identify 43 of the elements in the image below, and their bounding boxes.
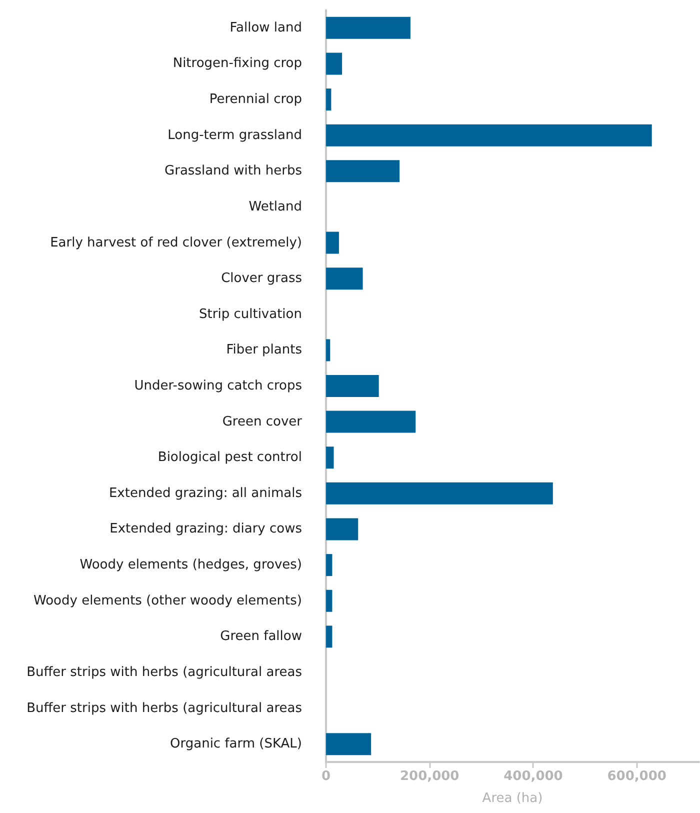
y-tick-label: Strip cultivation: [199, 306, 302, 322]
y-tick-label: Green cover: [222, 414, 303, 430]
y-tick-label: Wetland: [248, 199, 302, 214]
bar: [326, 232, 339, 254]
y-tick-label: Buffer strips with herbs (agricultural areas: [26, 664, 302, 680]
x-tick-label: 0: [321, 769, 331, 784]
bar: [326, 733, 372, 756]
bar: [326, 410, 416, 433]
y-tick-label: Organic farm (SKAL): [170, 736, 302, 752]
y-tick-label: Fallow land: [230, 20, 302, 36]
y-tick-label: Woody elements (other woody elements): [34, 593, 302, 608]
y-tick-label: Early harvest of red clover (extremely): [50, 235, 302, 250]
y-tick-label: Extended grazing: diary cows: [110, 522, 302, 537]
y-tick-label: Long-term grassland: [168, 128, 302, 143]
bar: [326, 88, 332, 111]
y-tick-label: Under-sowing catch crops: [134, 378, 302, 394]
x-tick-label: 200,000: [400, 769, 460, 784]
bar: [326, 375, 379, 397]
bar: [326, 590, 332, 612]
x-axis-title: Area (ha): [482, 791, 543, 806]
bar: [326, 482, 553, 504]
y-tick-label: Perennial crop: [209, 92, 302, 108]
x-tick-label: 600,000: [607, 769, 666, 784]
y-tick-label: Nitrogen-fixing crop: [172, 56, 302, 72]
bar: [326, 124, 652, 146]
y-tick-label: Green fallow: [220, 629, 302, 644]
bar: [326, 160, 400, 182]
y-tick-label: Extended grazing: all animals: [108, 486, 302, 501]
y-tick-label: Grassland with herbs: [164, 164, 302, 179]
bar: [326, 339, 330, 362]
bar: [326, 52, 342, 75]
y-tick-label: Buffer strips with herbs (agricultural areas: [26, 700, 302, 716]
bar: [326, 446, 334, 469]
y-tick-label: Woody elements (hedges, groves): [80, 558, 302, 573]
y-tick-label: Fiber plants: [226, 342, 302, 358]
bar: [326, 626, 332, 648]
bar: [326, 554, 332, 576]
bar: [326, 16, 410, 39]
x-tick-label: 400,000: [504, 769, 563, 784]
bar: [326, 268, 363, 290]
bar: [326, 518, 358, 540]
y-tick-label: Biological pest control: [158, 450, 302, 466]
y-tick-label: Clover grass: [221, 271, 302, 286]
